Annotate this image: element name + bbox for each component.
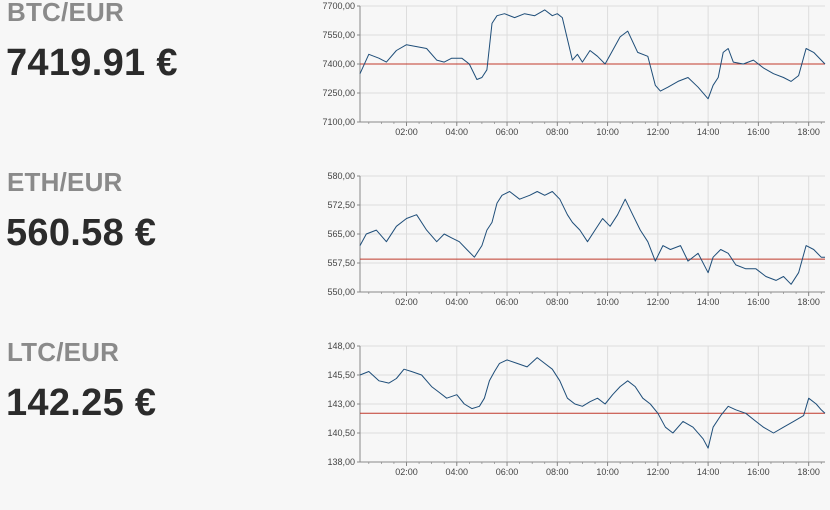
y-tick-label: 140,50 (327, 428, 355, 438)
x-tick-label: 14:00 (697, 297, 720, 307)
price-series-line (359, 191, 825, 285)
x-tick-label: 02:00 (395, 467, 418, 477)
x-tick-label: 08:00 (546, 127, 569, 137)
y-tick-label: 7250,00 (322, 88, 355, 98)
pair-price: 560.58 € (6, 212, 157, 254)
x-tick-label: 04:00 (446, 127, 469, 137)
x-tick-label: 18:00 (797, 467, 820, 477)
x-tick-label: 12:00 (647, 127, 670, 137)
y-tick-label: 7700,00 (322, 1, 355, 11)
pair-price: 142.25 € (6, 382, 157, 424)
y-tick-label: 145,50 (327, 370, 355, 380)
pair-price: 7419.91 € (6, 42, 178, 84)
eth-eur-chart: 02:00 04:00 06:00 08:00 10:00 12:00 14:00 16:00… (327, 171, 825, 307)
x-tick-label: 02:00 (395, 127, 418, 137)
y-tick-label: 7550,00 (322, 30, 355, 40)
x-tick-label: 04:00 (446, 467, 469, 477)
y-tick-label: 550,00 (327, 287, 355, 297)
x-tick-label: 02:00 (395, 297, 418, 307)
y-tick-label: 138,00 (327, 457, 355, 467)
x-tick-label: 08:00 (546, 297, 569, 307)
x-tick-label: 10:00 (596, 127, 619, 137)
x-tick-label: 16:00 (747, 467, 770, 477)
x-tick-label: 10:00 (596, 297, 619, 307)
y-tick-label: 580,00 (327, 171, 355, 181)
x-tick-label: 12:00 (647, 467, 670, 477)
pair-title: ETH/EUR (7, 167, 123, 197)
price-series-line (359, 357, 826, 449)
eth-eur-panel: ETH/EUR 560.58 € 02:00 04:00 06:00 08:00 10:… (0, 167, 830, 340)
x-tick-label: 10:00 (596, 467, 619, 477)
y-tick-label: 557,50 (327, 258, 355, 268)
ltc-eur-panel: LTC/EUR 142.25 € 02:00 04:00 06:00 08:00 10:… (0, 337, 830, 510)
y-tick-label: 7100,00 (322, 117, 355, 127)
x-tick-label: 18:00 (797, 127, 820, 137)
x-tick-label: 06:00 (496, 297, 519, 307)
x-tick-label: 08:00 (546, 467, 569, 477)
pair-title: BTC/EUR (7, 0, 124, 27)
x-tick-label: 14:00 (697, 127, 720, 137)
x-tick-label: 06:00 (496, 467, 519, 477)
y-tick-label: 565,00 (327, 229, 355, 239)
pair-title: LTC/EUR (7, 337, 120, 367)
x-tick-label: 16:00 (747, 127, 770, 137)
y-tick-label: 572,50 (327, 200, 355, 210)
x-tick-label: 16:00 (747, 297, 770, 307)
y-tick-label: 7400,00 (322, 59, 355, 69)
btc-eur-chart: 02:00 04:00 06:00 08:00 10:00 12:00 14:00 16:00… (322, 1, 826, 137)
price-series-line (359, 9, 826, 100)
x-tick-label: 04:00 (446, 297, 469, 307)
x-tick-label: 18:00 (797, 297, 820, 307)
y-tick-label: 143,00 (327, 399, 355, 409)
y-tick-label: 148,00 (327, 341, 355, 351)
btc-eur-panel: BTC/EUR 7419.91 € 02:00 04:00 06:00 08:00 10… (0, 0, 830, 170)
ltc-eur-chart: 02:00 04:00 06:00 08:00 10:00 12:00 14:00 16:00… (327, 341, 826, 477)
x-tick-label: 12:00 (647, 297, 670, 307)
x-tick-label: 14:00 (697, 467, 720, 477)
x-tick-label: 06:00 (496, 127, 519, 137)
